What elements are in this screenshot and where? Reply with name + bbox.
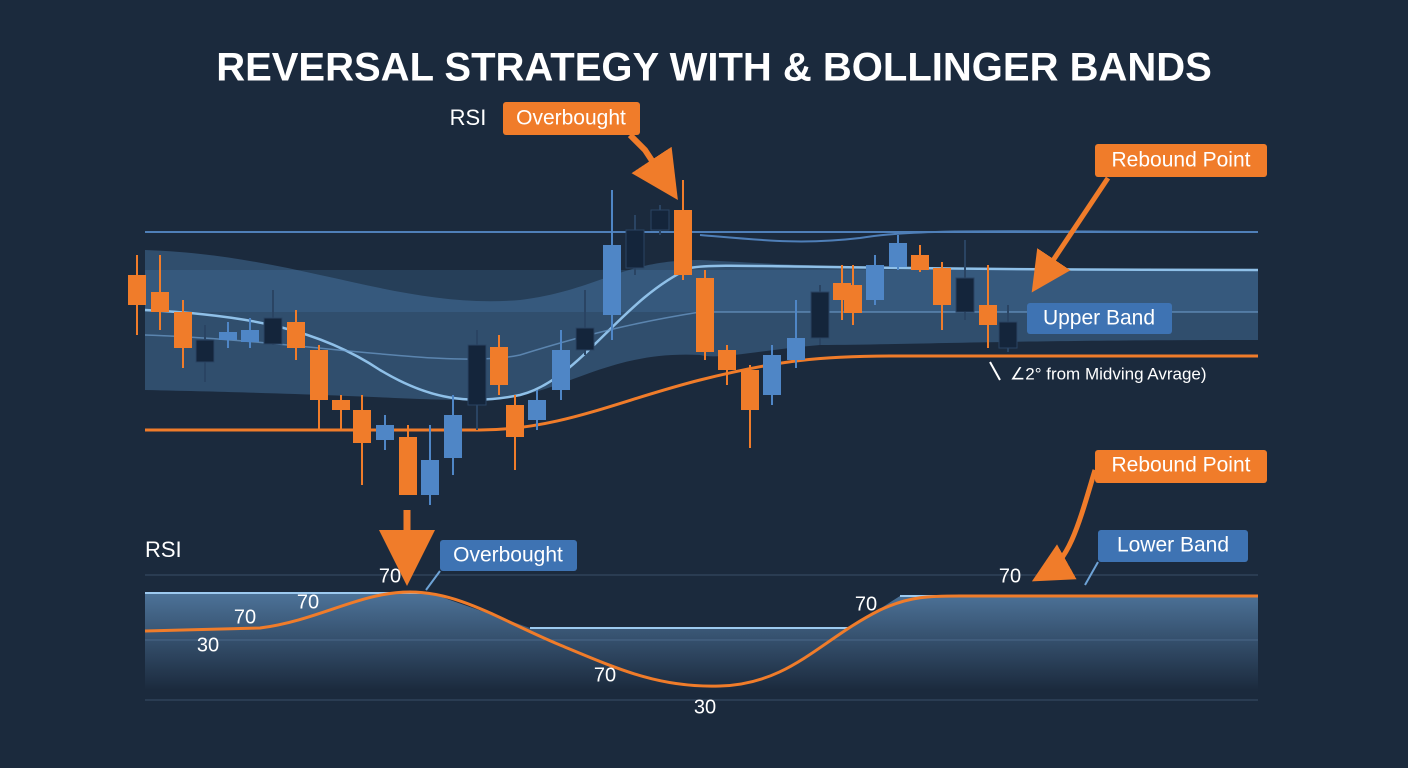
candle-body — [889, 243, 907, 267]
candles — [128, 180, 1018, 505]
tick — [989, 361, 1001, 381]
callout: Rebound Point — [1112, 149, 1251, 172]
panel-label: RSI — [450, 105, 487, 130]
level-label: 70 — [999, 565, 1021, 587]
panel-label: RSI — [145, 537, 182, 562]
candle-body — [955, 277, 975, 313]
callout: Rebound Point — [1112, 454, 1251, 477]
note: ∠2° from Midving Avrage) — [1010, 364, 1207, 383]
candle-body — [128, 275, 146, 305]
candle-body — [763, 355, 781, 395]
candle-body — [933, 268, 951, 305]
rsi-band — [145, 593, 1258, 690]
pointer — [1084, 561, 1099, 586]
candle-body — [241, 330, 259, 342]
arrow — [627, 132, 678, 201]
candle-body — [332, 400, 350, 410]
title: REVERSAL STRATEGY WITH & BOLLINGER BANDS — [216, 46, 1212, 90]
candle-body — [696, 278, 714, 352]
candle-body — [528, 400, 546, 420]
candle-body — [603, 245, 621, 315]
candle-body — [219, 332, 237, 340]
candle-body — [195, 339, 215, 363]
candle-body — [399, 437, 417, 495]
candle-body — [625, 229, 645, 269]
candle-body — [979, 305, 997, 325]
rsi-curve — [144, 590, 1258, 688]
pointer — [425, 570, 441, 591]
candle-body — [552, 350, 570, 390]
candle-body — [650, 209, 670, 231]
candle-body — [353, 410, 371, 443]
level-label: 30 — [694, 696, 716, 718]
candle-body — [866, 265, 884, 300]
candle-body — [674, 210, 692, 275]
candle-body — [810, 291, 830, 339]
candle-body — [911, 255, 929, 270]
callout-box — [440, 540, 577, 571]
callout: Lower Band — [1117, 534, 1229, 557]
candle-body — [718, 350, 736, 370]
level-label: 70 — [594, 664, 616, 686]
level-label: 30 — [197, 634, 219, 656]
arrow — [1031, 469, 1098, 582]
candle-body — [263, 317, 283, 345]
candle-body — [310, 350, 328, 400]
callout: Upper Band — [1043, 307, 1155, 330]
candle-body — [490, 347, 508, 385]
candle-body — [287, 322, 305, 348]
level-label: 70 — [297, 591, 319, 613]
candle-body — [444, 415, 462, 458]
candle-body — [741, 370, 759, 410]
arrow — [1031, 176, 1111, 293]
level-label: 70 — [855, 593, 877, 615]
rsi-levels: 70 70 70 30 70 30 70 70 — [197, 565, 1021, 718]
callout-box — [1027, 303, 1172, 334]
candle-body — [174, 312, 192, 348]
candle-body — [844, 285, 862, 313]
candle-body — [467, 344, 487, 406]
candle-body — [787, 338, 805, 360]
callout-box — [503, 102, 640, 135]
level-label: 70 — [234, 606, 256, 628]
candle-body — [506, 405, 524, 437]
candle-body — [575, 327, 595, 351]
level-label: 70 — [379, 565, 401, 587]
callout: Overbought — [516, 107, 626, 130]
candle-body — [421, 460, 439, 495]
candle-body — [151, 292, 169, 312]
callout-box — [1095, 450, 1267, 483]
callout: Overbought — [453, 544, 563, 567]
callout-box — [1095, 144, 1267, 177]
candle-body — [998, 321, 1018, 349]
candle-body — [376, 425, 394, 440]
callout-box — [1098, 530, 1248, 562]
